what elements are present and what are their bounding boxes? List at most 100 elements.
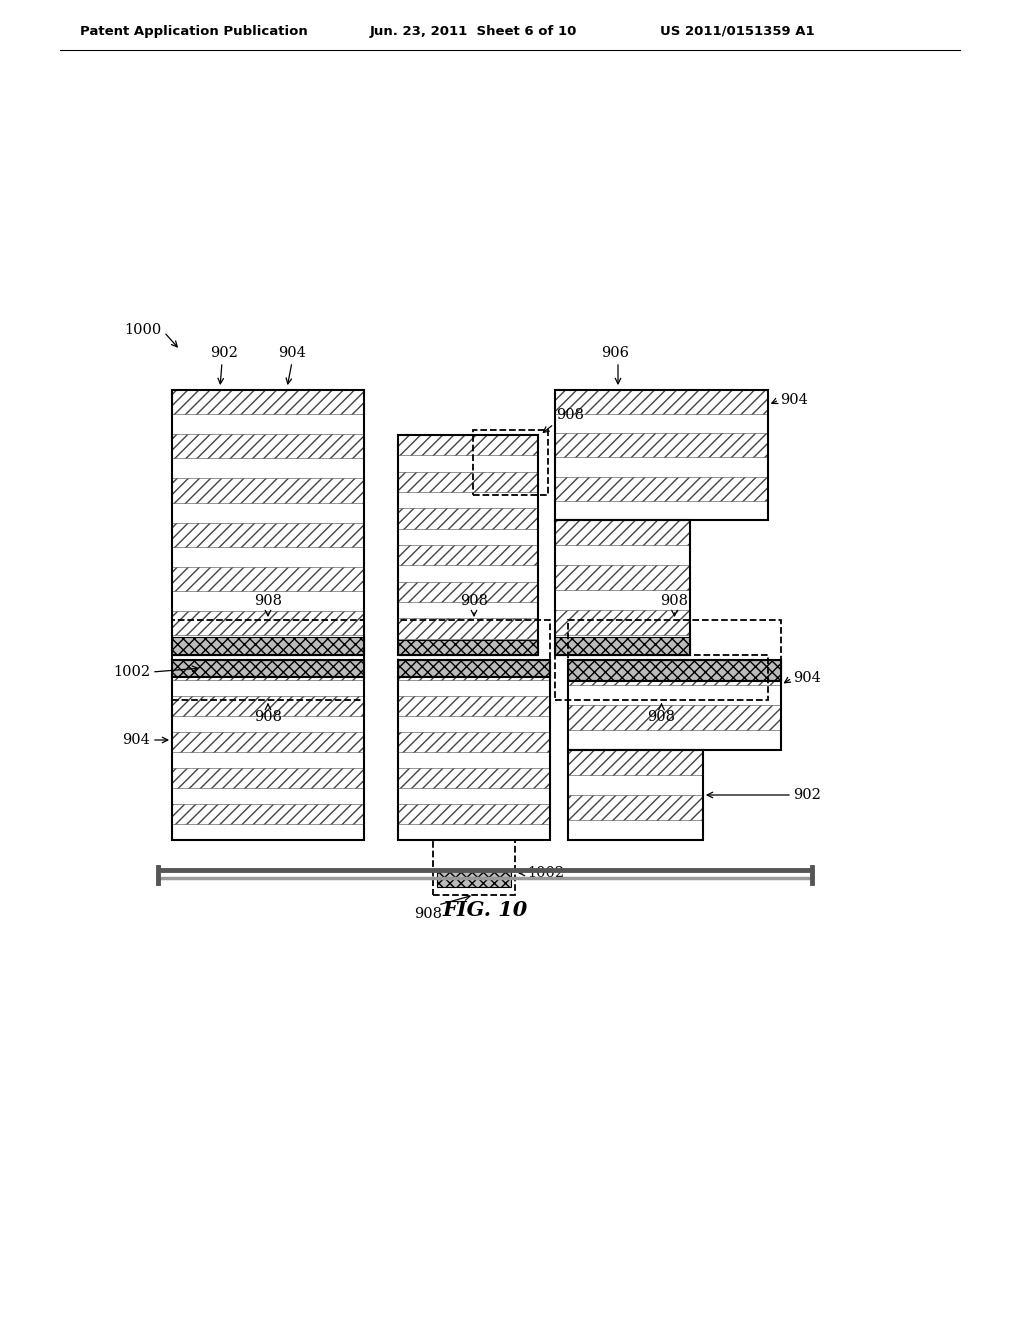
Bar: [398, 618, 538, 639]
Bar: [555, 457, 768, 477]
Bar: [172, 414, 364, 434]
Bar: [568, 795, 703, 820]
Text: 1002: 1002: [527, 866, 564, 880]
Bar: [172, 680, 364, 696]
Bar: [398, 696, 550, 715]
Bar: [555, 638, 690, 655]
Text: 908: 908: [254, 594, 282, 609]
Bar: [172, 768, 364, 788]
Bar: [555, 389, 768, 414]
Text: 904: 904: [793, 671, 821, 685]
Bar: [437, 869, 511, 887]
Bar: [555, 389, 768, 520]
Bar: [568, 705, 781, 730]
Bar: [172, 752, 364, 768]
Bar: [568, 750, 703, 775]
Text: 908: 908: [660, 594, 688, 609]
Bar: [555, 655, 768, 700]
Bar: [398, 752, 550, 768]
Bar: [555, 565, 690, 590]
Text: FIG. 10: FIG. 10: [442, 900, 527, 920]
Bar: [172, 611, 364, 635]
Bar: [172, 478, 364, 503]
Bar: [172, 566, 364, 591]
Bar: [398, 528, 538, 545]
Bar: [555, 520, 690, 545]
Bar: [398, 436, 538, 655]
Bar: [172, 546, 364, 566]
Text: 908: 908: [556, 408, 584, 422]
Text: 908: 908: [254, 710, 282, 723]
Bar: [398, 680, 550, 696]
Bar: [172, 638, 364, 655]
Text: 906: 906: [601, 346, 629, 360]
Bar: [398, 639, 538, 655]
Text: 908: 908: [414, 907, 442, 921]
Bar: [398, 508, 538, 528]
Bar: [172, 620, 364, 660]
Text: Patent Application Publication: Patent Application Publication: [80, 25, 308, 38]
Bar: [172, 458, 364, 478]
Bar: [172, 389, 364, 414]
Bar: [172, 715, 364, 733]
Bar: [568, 660, 781, 685]
Text: 904: 904: [122, 733, 150, 747]
Bar: [172, 660, 364, 676]
Bar: [398, 471, 538, 492]
Bar: [398, 788, 550, 804]
Bar: [398, 602, 538, 618]
Bar: [398, 565, 538, 582]
Bar: [172, 804, 364, 824]
Bar: [568, 730, 781, 750]
Bar: [398, 804, 550, 824]
Bar: [555, 500, 768, 520]
Bar: [555, 414, 768, 433]
Bar: [172, 434, 364, 458]
Bar: [172, 389, 364, 655]
Bar: [568, 820, 703, 840]
Bar: [555, 433, 768, 457]
Bar: [568, 685, 781, 705]
Bar: [398, 824, 550, 840]
Bar: [398, 436, 538, 455]
Text: Jun. 23, 2011  Sheet 6 of 10: Jun. 23, 2011 Sheet 6 of 10: [370, 25, 578, 38]
Bar: [172, 788, 364, 804]
Bar: [172, 523, 364, 546]
Bar: [398, 492, 538, 508]
Bar: [398, 733, 550, 752]
Bar: [398, 660, 550, 840]
Bar: [555, 520, 690, 655]
Bar: [172, 655, 364, 700]
Text: 904: 904: [279, 346, 306, 360]
Bar: [433, 840, 515, 895]
Text: 908: 908: [460, 594, 488, 609]
Bar: [555, 590, 690, 610]
Text: US 2011/0151359 A1: US 2011/0151359 A1: [660, 25, 815, 38]
Bar: [398, 640, 538, 655]
Bar: [172, 733, 364, 752]
Bar: [568, 750, 703, 840]
Text: 902: 902: [793, 788, 821, 803]
Bar: [398, 660, 550, 676]
Bar: [172, 660, 364, 840]
Text: 904: 904: [780, 393, 808, 407]
Text: 908: 908: [647, 710, 676, 723]
Bar: [568, 775, 703, 795]
Bar: [398, 620, 550, 660]
Bar: [172, 696, 364, 715]
Bar: [398, 455, 538, 471]
Bar: [172, 591, 364, 611]
Bar: [555, 610, 690, 635]
Bar: [398, 545, 538, 565]
Bar: [172, 824, 364, 840]
Bar: [398, 582, 538, 602]
Bar: [555, 477, 768, 500]
Bar: [568, 660, 781, 680]
Bar: [568, 620, 781, 660]
Bar: [172, 635, 364, 655]
Bar: [172, 503, 364, 523]
Bar: [555, 545, 690, 565]
Bar: [172, 660, 364, 680]
Bar: [398, 715, 550, 733]
Text: 1002: 1002: [113, 665, 150, 678]
